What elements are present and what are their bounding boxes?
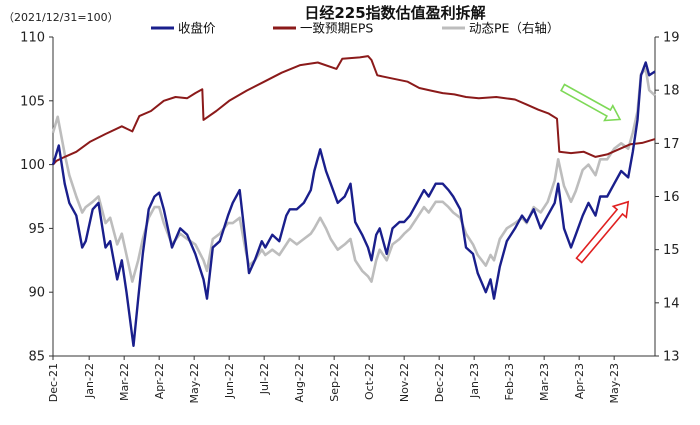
right-tick-label: 14 bbox=[663, 296, 680, 311]
left-tick-label: 85 bbox=[28, 350, 45, 365]
left-tick-label: 105 bbox=[20, 94, 45, 109]
series-layer bbox=[51, 55, 656, 347]
x-tick-label: May-22 bbox=[188, 363, 201, 404]
legend-close-price-label: 收盘价 bbox=[178, 21, 216, 36]
x-tick-label: Jul-22 bbox=[258, 363, 271, 395]
right-tick-label: 13 bbox=[663, 350, 680, 365]
x-tick-label: Mar-23 bbox=[538, 363, 551, 401]
left-tick-label: 110 bbox=[20, 31, 45, 46]
consensus-eps-line bbox=[52, 55, 656, 166]
x-tick-label: Sep-22 bbox=[328, 363, 341, 402]
x-tick-label: Apr-23 bbox=[573, 363, 586, 399]
legend: 收盘价 一致预期EPS 动态PE（右轴） bbox=[151, 21, 559, 36]
right-tick-label: 16 bbox=[663, 190, 680, 205]
right-tick-label: 17 bbox=[663, 137, 680, 152]
annotation-layer bbox=[560, 83, 630, 264]
base-note: （2021/12/31=100） bbox=[3, 11, 119, 24]
x-tick-label: Jan-23 bbox=[468, 363, 481, 399]
x-tick-label: Aug-22 bbox=[293, 363, 306, 402]
legend-forward-pe-label: 动态PE（右轴） bbox=[469, 21, 559, 36]
right-tick-label: 19 bbox=[663, 31, 680, 46]
green-trend-arrow bbox=[560, 83, 622, 122]
red-trend-arrow bbox=[575, 200, 630, 264]
left-tick-label: 90 bbox=[28, 286, 45, 301]
right-tick-label: 15 bbox=[663, 243, 680, 258]
x-tick-label: Dec-22 bbox=[433, 363, 446, 402]
x-tick-label: Apr-22 bbox=[153, 363, 166, 399]
chart-title: 日经225指数估值盈利拆解 bbox=[304, 4, 485, 22]
close-price-line bbox=[51, 61, 656, 347]
left-tick-label: 95 bbox=[28, 222, 45, 237]
axes: 85 90 95 100 105 110 13 14 15 16 17 18 19 Dec-21 Jan-2… bbox=[20, 31, 679, 404]
x-tick-label: Feb-23 bbox=[503, 363, 516, 400]
left-tick-label: 100 bbox=[20, 158, 45, 173]
x-tick-label: Nov-22 bbox=[398, 363, 411, 402]
legend-consensus-eps-label: 一致预期EPS bbox=[300, 21, 373, 36]
x-tick-label: May-23 bbox=[608, 363, 621, 404]
x-tick-label: Oct-22 bbox=[363, 363, 376, 400]
x-tick-label: Jun-22 bbox=[223, 363, 236, 399]
x-tick-label: Jan-22 bbox=[83, 363, 96, 399]
right-tick-label: 18 bbox=[663, 84, 680, 99]
x-tick-label: Mar-22 bbox=[118, 363, 131, 401]
x-tick-label: Dec-21 bbox=[47, 363, 60, 402]
